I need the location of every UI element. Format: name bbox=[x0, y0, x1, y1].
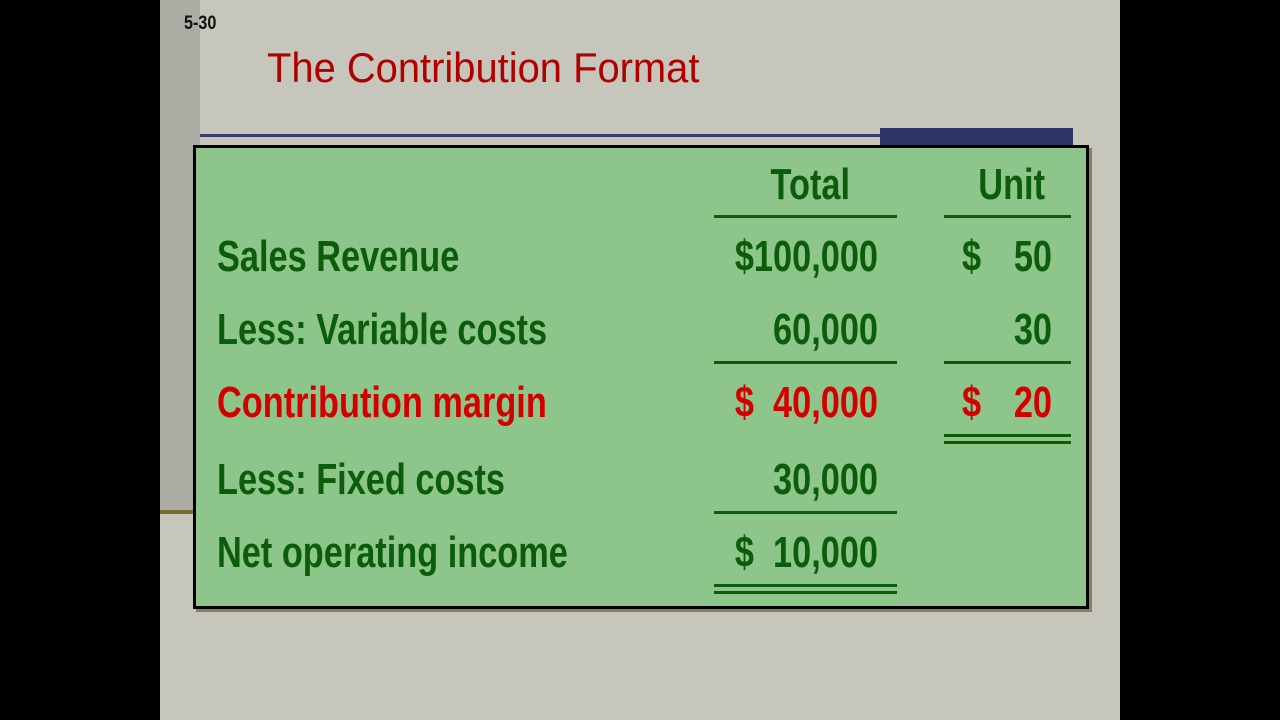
header-total: Total bbox=[770, 160, 850, 209]
unit-contribution: 20 bbox=[1013, 378, 1052, 427]
double-underline bbox=[944, 434, 1071, 437]
total-net-income: $ 10,000 bbox=[734, 528, 878, 577]
row-label-sales: Sales Revenue bbox=[217, 232, 460, 281]
row-label-net-income: Net operating income bbox=[217, 528, 568, 577]
unit-sales: 50 bbox=[1013, 232, 1052, 281]
underline bbox=[714, 511, 897, 514]
unit-sign-sales: $ bbox=[962, 232, 982, 281]
header-unit: Unit bbox=[978, 160, 1045, 209]
row-label-variable: Less: Variable costs bbox=[217, 305, 548, 354]
title-rule-block bbox=[880, 128, 1073, 145]
underline bbox=[944, 215, 1071, 218]
total-fixed: 30,000 bbox=[773, 455, 878, 504]
divider bbox=[160, 510, 200, 514]
double-underline bbox=[714, 591, 897, 594]
underline bbox=[714, 361, 897, 364]
underline bbox=[714, 215, 897, 218]
double-underline bbox=[944, 441, 1071, 444]
title-rule bbox=[200, 134, 880, 137]
row-label-contribution: Contribution margin bbox=[217, 378, 547, 427]
unit-variable: 30 bbox=[1013, 305, 1052, 354]
double-underline bbox=[714, 584, 897, 587]
slide-number: 5-30 bbox=[184, 13, 217, 34]
row-label-fixed: Less: Fixed costs bbox=[217, 455, 506, 504]
underline bbox=[944, 361, 1071, 364]
slide-title: The Contribution Format bbox=[267, 44, 700, 91]
total-sales: $100,000 bbox=[734, 232, 878, 281]
total-contribution: $ 40,000 bbox=[734, 378, 878, 427]
total-variable: 60,000 bbox=[773, 305, 878, 354]
unit-sign-contribution: $ bbox=[962, 378, 982, 427]
